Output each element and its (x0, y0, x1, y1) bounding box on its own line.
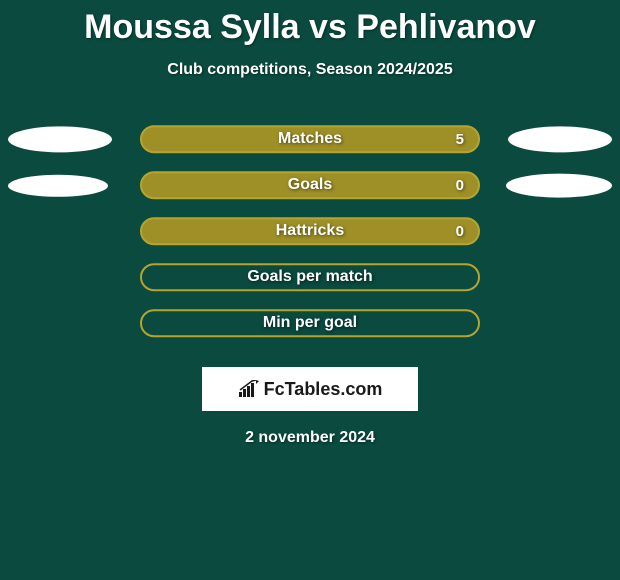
stat-rows: Matches 5 Goals 0 Hattricks 0 Goals per match M… (0, 119, 620, 349)
logo-text: FcTables.com (264, 379, 383, 400)
right-ellipse (506, 174, 612, 198)
stat-bar: Hattricks 0 (140, 217, 480, 245)
stat-label: Goals per match (247, 268, 372, 286)
stat-value: 0 (456, 177, 464, 194)
stat-value: 5 (456, 131, 464, 148)
stat-bar: Min per goal (140, 309, 480, 337)
stat-row: Goals 0 (0, 165, 620, 211)
chart-icon (238, 380, 260, 398)
comparison-title: Moussa Sylla vs Pehlivanov (0, 0, 620, 47)
stat-bar: Matches 5 (140, 125, 480, 153)
snapshot-date: 2 november 2024 (0, 429, 620, 447)
stat-row: Goals per match (0, 257, 620, 303)
comparison-subtitle: Club competitions, Season 2024/2025 (0, 61, 620, 79)
stat-bar: Goals 0 (140, 171, 480, 199)
stat-row: Hattricks 0 (0, 211, 620, 257)
left-ellipse (8, 126, 112, 152)
left-ellipse (8, 175, 108, 197)
stat-label: Matches (278, 130, 342, 148)
stat-bar: Goals per match (140, 263, 480, 291)
stat-row: Matches 5 (0, 119, 620, 165)
site-logo: FcTables.com (202, 367, 418, 411)
stat-label: Hattricks (276, 222, 344, 240)
right-ellipse (508, 126, 612, 152)
stat-label: Min per goal (263, 314, 357, 332)
stat-label: Goals (288, 176, 332, 194)
stat-value: 0 (456, 223, 464, 240)
stat-row: Min per goal (0, 303, 620, 349)
